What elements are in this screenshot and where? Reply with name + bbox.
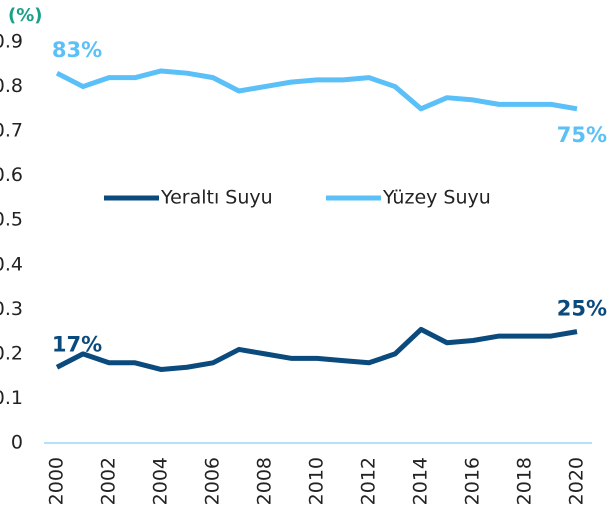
x-tick-label: 2004	[150, 457, 172, 505]
x-tick-label: 2002	[98, 457, 120, 505]
x-tick-label: 2012	[358, 457, 380, 505]
y-tick-label: 0.4	[0, 253, 23, 275]
y-axis-label: (%)	[8, 5, 43, 26]
series-line	[55, 68, 578, 112]
y-tick-label: 0.8	[0, 75, 23, 97]
data-label: 83%	[52, 38, 102, 62]
x-tick-label: 2008	[254, 457, 276, 505]
series-line	[55, 326, 578, 372]
data-label: 25%	[557, 297, 607, 321]
x-tick-label: 2014	[410, 457, 432, 505]
y-tick-label: 0.6	[0, 164, 23, 186]
y-tick-label: 0.3	[0, 298, 23, 320]
x-tick-label: 2006	[202, 457, 224, 505]
data-label: 75%	[557, 123, 607, 147]
legend-label: Yeraltı Suyu	[160, 187, 273, 209]
x-tick-label: 2010	[306, 457, 328, 505]
y-tick-label: 0.1	[0, 387, 23, 409]
x-tick-label: 2016	[462, 457, 484, 505]
y-tick-label: 0	[11, 432, 23, 454]
y-tick-label: 0.5	[0, 209, 23, 231]
legend-label: Yüzey Suyu	[382, 187, 491, 209]
x-tick-label: 2020	[566, 457, 588, 505]
y-tick-label: 0.7	[0, 120, 23, 142]
x-tick-label: 2018	[514, 457, 536, 505]
x-tick-label: 2000	[46, 457, 68, 505]
data-label: 17%	[52, 332, 102, 356]
y-tick-label: 0.2	[0, 342, 23, 364]
y-tick-label: 0.9	[0, 31, 23, 53]
